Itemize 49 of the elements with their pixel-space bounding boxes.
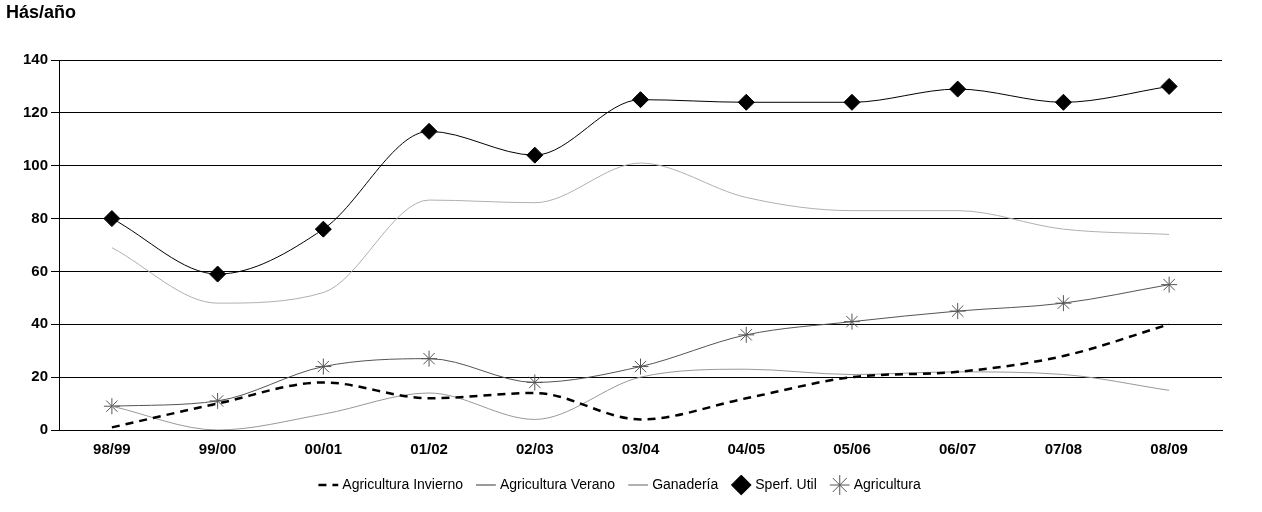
point (314, 358, 332, 376)
line-series (111, 162, 1170, 304)
point (1054, 294, 1072, 312)
legend-label: Agricultura Verano (499, 475, 616, 492)
y-tick-label: 120 (23, 103, 49, 120)
point (103, 397, 121, 415)
x-tick-label: 08/09 (1150, 440, 1188, 458)
point (737, 326, 755, 344)
point (1054, 93, 1072, 111)
x-tick-label: 02/03 (516, 440, 554, 458)
legend-label: Agricultura Invierno (342, 475, 464, 492)
point (843, 93, 861, 111)
point (632, 358, 650, 376)
x-tick-label: 98/99 (93, 440, 131, 458)
point (526, 146, 544, 164)
y-tick-label: 40 (31, 314, 49, 332)
point (632, 91, 650, 109)
legend-label: Agricultura (853, 475, 921, 492)
x-tick-label: 99/00 (198, 440, 237, 458)
point (1160, 77, 1178, 95)
point (103, 210, 121, 228)
point (526, 373, 544, 391)
x-tick-label: 00/01 (304, 440, 343, 458)
legend-label: Sperf. Util (755, 475, 817, 492)
y-tick-label: 80 (31, 208, 49, 226)
y-tick-label: 20 (31, 367, 49, 385)
x-tick-label: 03/04 (621, 440, 660, 458)
point (420, 350, 438, 368)
y-tick-label: 60 (31, 261, 49, 279)
x-tick-label: 01/02 (410, 440, 448, 458)
point (949, 302, 967, 320)
y-axis-title: Hás/año (6, 2, 77, 23)
legend-label: Ganadería (652, 475, 719, 492)
point (1160, 276, 1178, 294)
point (314, 220, 332, 238)
point (209, 265, 227, 283)
point (209, 392, 227, 410)
x-tick-label: 04/05 (727, 440, 766, 458)
x-tick-label: 07/08 (1044, 440, 1083, 458)
x-tick-label: 05/06 (833, 440, 871, 458)
point (737, 93, 755, 111)
point (949, 80, 967, 98)
point (843, 313, 861, 331)
x-tick-label: 06/07 (938, 440, 977, 458)
y-tick-label: 0 (39, 420, 49, 438)
point (420, 122, 438, 140)
y-tick-label: 140 (23, 50, 49, 68)
y-tick-label: 100 (23, 155, 49, 173)
line-series (111, 368, 1170, 430)
